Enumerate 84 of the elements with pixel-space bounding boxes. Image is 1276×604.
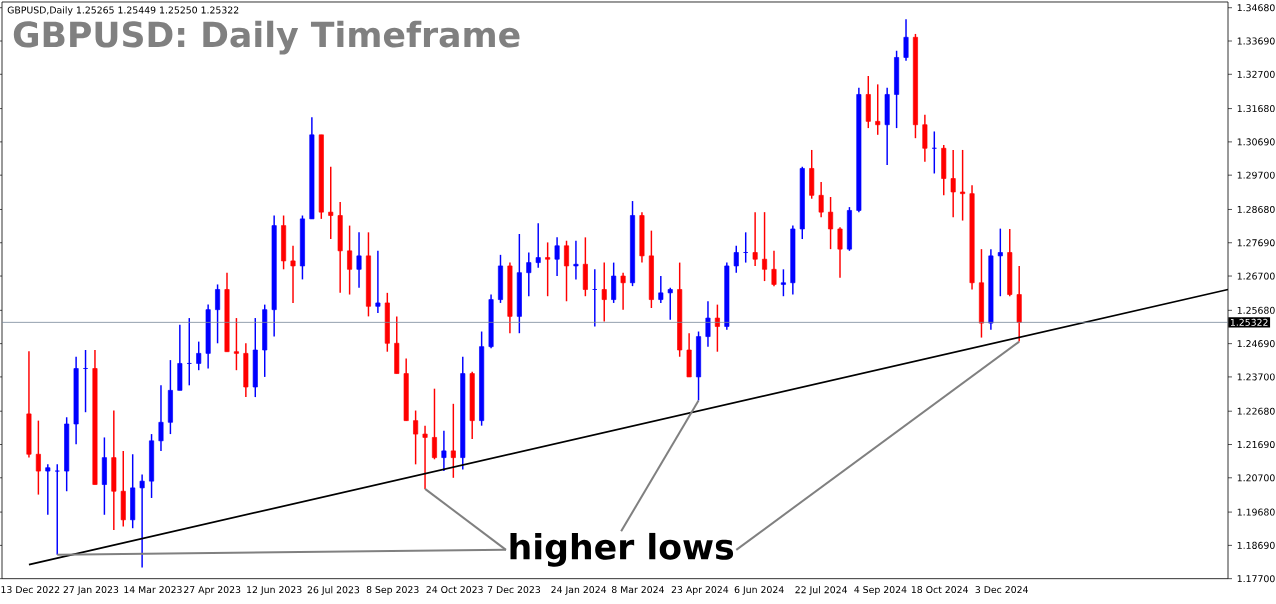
x-tick-label: 7 Dec 2023 bbox=[487, 586, 541, 594]
candlestick bbox=[54, 463, 60, 556]
x-tick-label: 26 Jul 2023 bbox=[307, 586, 360, 595]
candlestick bbox=[158, 384, 164, 452]
x-tick-label: 27 Jan 2023 bbox=[63, 586, 119, 595]
candlestick bbox=[139, 473, 145, 569]
candlestick bbox=[752, 211, 758, 267]
y-tick-label: 1.24690 bbox=[1237, 340, 1275, 348]
candlestick bbox=[526, 251, 532, 297]
x-tick-label: 4 Sep 2024 bbox=[854, 586, 907, 595]
x-tick-label: 23 Apr 2024 bbox=[671, 586, 729, 595]
candlestick bbox=[733, 245, 739, 274]
candlestick bbox=[431, 387, 437, 461]
candlestick bbox=[620, 271, 626, 311]
candlestick bbox=[667, 287, 673, 321]
y-tick-label: 1.17700 bbox=[1237, 575, 1275, 583]
candlestick bbox=[960, 149, 966, 222]
candlestick bbox=[35, 419, 41, 496]
candlestick bbox=[903, 18, 909, 62]
text: GBPUSD: Daily Timeframe bbox=[13, 20, 520, 55]
candlestick bbox=[347, 224, 353, 296]
x-tick-label: 18 Oct 2024 bbox=[911, 586, 969, 594]
x-tick-label: 3 Dec 2024 bbox=[975, 586, 1028, 594]
candlestick bbox=[356, 231, 362, 289]
candlestick bbox=[328, 166, 334, 240]
candlestick bbox=[818, 181, 824, 218]
candlestick bbox=[554, 236, 560, 277]
x-tick-label: 24 Oct 2023 bbox=[426, 586, 483, 594]
y-tick-label: 1.22680 bbox=[1237, 407, 1275, 415]
candlestick bbox=[564, 240, 569, 302]
x-tick-label: 8 Sep 2023 bbox=[366, 586, 419, 595]
candlestick bbox=[422, 424, 428, 490]
candlestick bbox=[922, 113, 928, 163]
candlestick bbox=[601, 261, 607, 323]
y-tick-label: 1.34680 bbox=[1237, 4, 1275, 12]
x-tick-label: 13 Dec 2022 bbox=[1, 586, 60, 594]
y-tick-label: 1.19680 bbox=[1237, 508, 1275, 516]
candlestick bbox=[375, 250, 381, 314]
candlestick bbox=[875, 83, 881, 136]
x-tick-label: 27 Apr 2023 bbox=[184, 586, 241, 595]
candlestick bbox=[196, 340, 202, 371]
candlestick bbox=[780, 268, 786, 297]
candlestick bbox=[762, 211, 768, 282]
ref-line-label: 1.25322 bbox=[1230, 318, 1268, 326]
candlestick bbox=[573, 240, 579, 281]
candlestick bbox=[450, 403, 456, 479]
candlestick bbox=[441, 429, 447, 472]
candlestick bbox=[545, 241, 551, 297]
y-tick-label: 1.28680 bbox=[1237, 205, 1275, 213]
candlestick bbox=[714, 303, 720, 353]
y-tick-label: 1.29700 bbox=[1237, 171, 1275, 179]
candlestick bbox=[290, 245, 296, 304]
y-tick-label: 1.20700 bbox=[1237, 474, 1275, 482]
y-tick-label: 1.33690 bbox=[1237, 37, 1275, 45]
annotation: higher lows bbox=[510, 532, 734, 567]
candlestick bbox=[611, 261, 617, 304]
candlestick bbox=[45, 463, 51, 516]
x-tick-label: 12 Jun 2023 bbox=[247, 586, 302, 595]
candlestick bbox=[950, 149, 956, 218]
candlestick bbox=[828, 196, 834, 250]
candlestick bbox=[771, 250, 777, 287]
x-tick-label: 6 Jun 2024 bbox=[734, 586, 784, 595]
candlestick bbox=[837, 226, 843, 279]
chart-subtitle: GBPUSD,Daily 1.25265 1.25449 1.25250 1.25322 bbox=[7, 6, 239, 16]
x-tick-label: 8 Mar 2024 bbox=[611, 586, 664, 594]
x-tick-label: 24 Jan 2024 bbox=[551, 586, 607, 595]
y-tick-label: 1.21690 bbox=[1237, 440, 1275, 449]
x-tick-label: 22 Jul 2024 bbox=[795, 586, 848, 595]
y-tick-label: 1.18690 bbox=[1237, 541, 1275, 549]
y-tick-label: 1.31680 bbox=[1237, 105, 1275, 113]
y-tick-label: 1.32700 bbox=[1237, 70, 1275, 78]
candlestick bbox=[705, 300, 711, 348]
y-tick-label: 1.25680 bbox=[1237, 306, 1275, 314]
candlestick bbox=[413, 409, 419, 466]
y-tick-label: 1.23700 bbox=[1237, 373, 1275, 381]
y-tick-label: 1.26700 bbox=[1237, 272, 1275, 280]
x-tick-label: 14 Mar 2023 bbox=[124, 586, 182, 594]
candlestick bbox=[658, 275, 664, 304]
candlestick bbox=[215, 283, 221, 345]
candlestick bbox=[997, 227, 1003, 297]
y-tick-label: 1.27690 bbox=[1237, 239, 1275, 247]
candlestick bbox=[233, 317, 239, 371]
candlestick bbox=[535, 222, 541, 269]
y-tick-label: 1.30690 bbox=[1237, 138, 1275, 146]
